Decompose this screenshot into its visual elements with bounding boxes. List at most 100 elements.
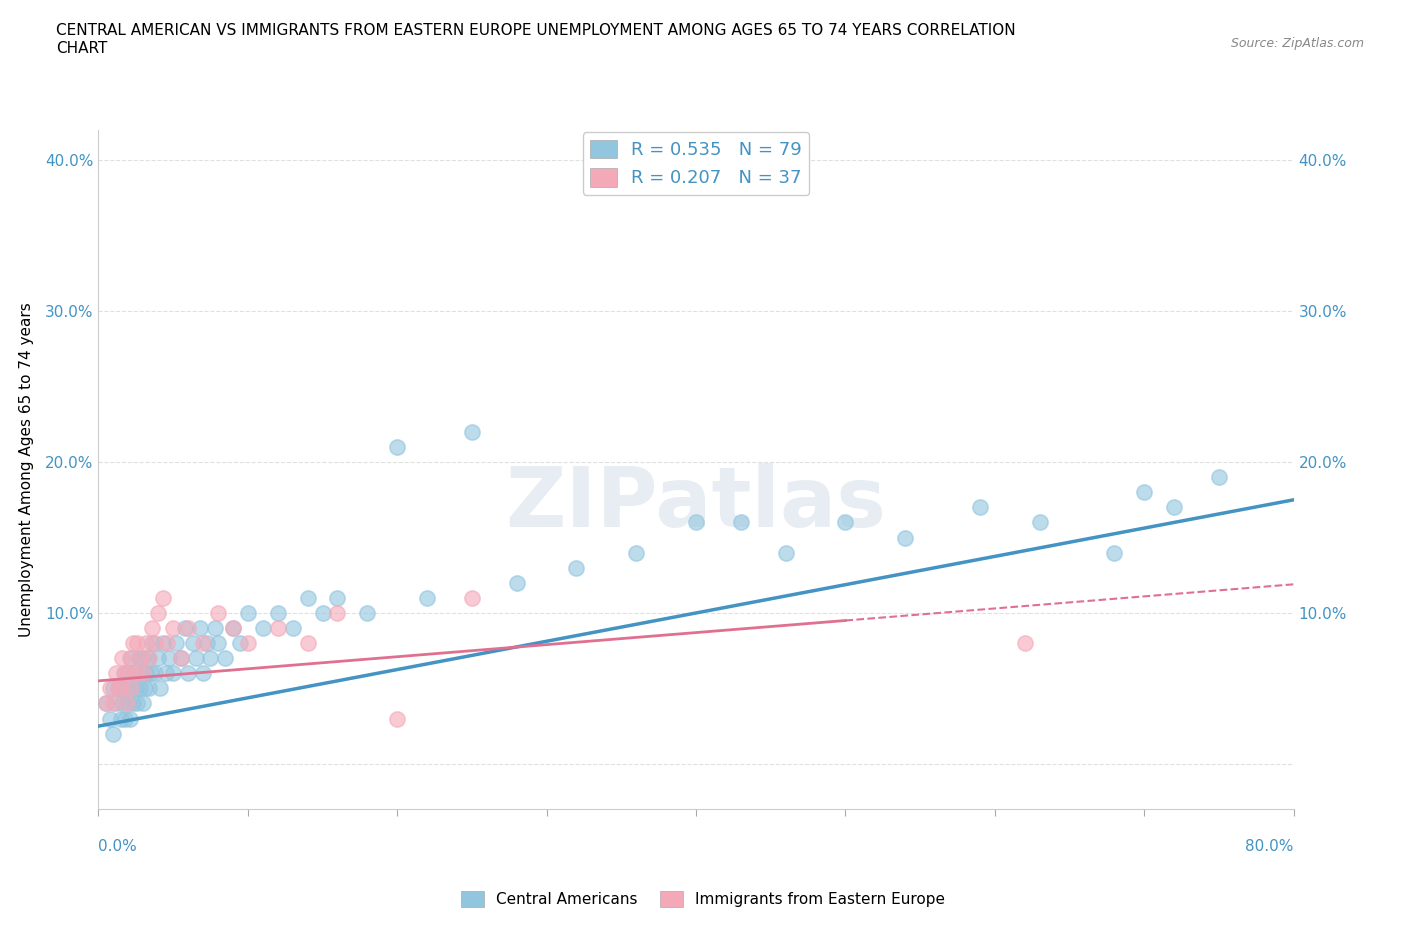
Point — [222, 620, 245, 635]
Point — [155, 666, 177, 681]
Text: Source: ZipAtlas.com: Source: ZipAtlas.com — [1230, 37, 1364, 50]
Point — [281, 620, 304, 635]
Point — [326, 605, 349, 620]
Point — [152, 591, 174, 605]
Point — [121, 636, 143, 651]
Point — [229, 636, 252, 651]
Point — [834, 515, 856, 530]
Point — [107, 681, 129, 696]
Point — [626, 545, 648, 560]
Point — [120, 681, 142, 696]
Point — [197, 636, 219, 651]
Point — [969, 500, 991, 515]
Point — [139, 666, 162, 681]
Point — [565, 560, 588, 575]
Point — [141, 636, 163, 651]
Point — [138, 651, 160, 666]
Point — [115, 696, 138, 711]
Point — [105, 666, 128, 681]
Point — [117, 696, 139, 711]
Point — [112, 666, 135, 681]
Point — [169, 651, 191, 666]
Point — [252, 620, 274, 635]
Point — [297, 591, 319, 605]
Point — [134, 681, 156, 696]
Point — [110, 681, 132, 696]
Point — [169, 651, 191, 666]
Point — [894, 530, 917, 545]
Point — [207, 636, 229, 651]
Text: 80.0%: 80.0% — [1246, 839, 1294, 854]
Point — [326, 591, 349, 605]
Point — [110, 711, 132, 726]
Point — [356, 605, 378, 620]
Point — [110, 681, 132, 696]
Point — [236, 636, 259, 651]
Point — [131, 666, 153, 681]
Point — [685, 515, 707, 530]
Point — [132, 666, 155, 681]
Point — [105, 696, 128, 711]
Point — [100, 681, 122, 696]
Legend: Central Americans, Immigrants from Eastern Europe: Central Americans, Immigrants from Easte… — [454, 884, 952, 913]
Point — [267, 605, 290, 620]
Point — [775, 545, 797, 560]
Point — [1014, 636, 1036, 651]
Point — [385, 711, 409, 726]
Legend: R = 0.535   N = 79, R = 0.207   N = 37: R = 0.535 N = 79, R = 0.207 N = 37 — [582, 132, 810, 194]
Point — [461, 591, 484, 605]
Point — [165, 636, 187, 651]
Text: CENTRAL AMERICAN VS IMMIGRANTS FROM EASTERN EUROPE UNEMPLOYMENT AMONG AGES 65 TO: CENTRAL AMERICAN VS IMMIGRANTS FROM EAST… — [56, 23, 1017, 56]
Point — [184, 651, 207, 666]
Point — [115, 681, 138, 696]
Point — [120, 681, 142, 696]
Point — [94, 696, 117, 711]
Point — [121, 696, 143, 711]
Point — [506, 576, 529, 591]
Point — [124, 666, 146, 681]
Point — [103, 726, 125, 741]
Point — [207, 605, 229, 620]
Point — [157, 651, 180, 666]
Point — [204, 620, 226, 635]
Point — [127, 636, 149, 651]
Point — [267, 620, 290, 635]
Point — [127, 696, 149, 711]
Point — [111, 651, 134, 666]
Point — [177, 666, 200, 681]
Point — [111, 696, 134, 711]
Point — [114, 666, 136, 681]
Text: ZIPatlas: ZIPatlas — [506, 463, 886, 544]
Y-axis label: Unemployment Among Ages 65 to 74 years: Unemployment Among Ages 65 to 74 years — [18, 302, 34, 637]
Point — [118, 651, 141, 666]
Point — [94, 696, 117, 711]
Point — [107, 681, 129, 696]
Point — [214, 651, 236, 666]
Point — [117, 666, 139, 681]
Point — [1104, 545, 1126, 560]
Point — [141, 620, 163, 635]
Point — [129, 681, 152, 696]
Point — [174, 620, 197, 635]
Point — [730, 515, 752, 530]
Point — [188, 620, 211, 635]
Point — [1208, 470, 1230, 485]
Point — [1133, 485, 1156, 499]
Point — [461, 424, 484, 439]
Point — [177, 620, 200, 635]
Point — [135, 636, 157, 651]
Point — [162, 620, 184, 635]
Point — [132, 696, 155, 711]
Point — [143, 666, 166, 681]
Point — [1163, 500, 1185, 515]
Point — [100, 711, 122, 726]
Point — [156, 636, 179, 651]
Point — [118, 711, 141, 726]
Point — [416, 591, 439, 605]
Point — [114, 711, 136, 726]
Point — [128, 651, 150, 666]
Point — [311, 605, 333, 620]
Point — [162, 666, 184, 681]
Point — [125, 666, 148, 681]
Point — [148, 605, 170, 620]
